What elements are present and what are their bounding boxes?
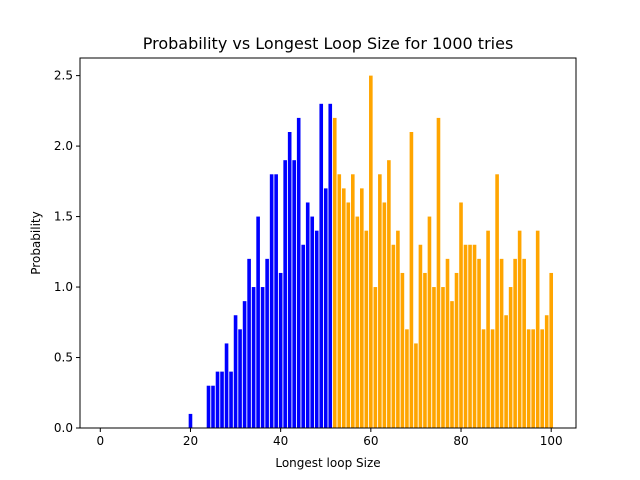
x-tick-label: 20 (183, 434, 198, 448)
bar (229, 371, 233, 428)
bar (355, 216, 360, 428)
bar (441, 287, 445, 428)
bar (400, 272, 405, 428)
bar (274, 174, 278, 428)
bar (301, 244, 306, 428)
bar (310, 216, 315, 428)
x-axis-label: Longest loop Size (275, 456, 380, 470)
chart-title: Probability vs Longest Loop Size for 100… (143, 34, 514, 53)
bar (296, 117, 301, 429)
bar (287, 132, 292, 428)
bar (409, 132, 414, 428)
bar (490, 329, 495, 428)
bar (436, 117, 441, 429)
bar (423, 272, 427, 428)
bar (305, 202, 310, 428)
bar (378, 174, 382, 428)
bar (549, 272, 554, 428)
bar (323, 188, 328, 428)
x-tick-label: 100 (540, 434, 563, 448)
bars-group (188, 75, 554, 429)
bar (373, 287, 378, 428)
plot-frame (79, 57, 577, 429)
bar (238, 329, 242, 428)
bar (319, 103, 324, 428)
bar (369, 75, 373, 429)
bar (472, 244, 477, 428)
y-tick-label: 2.5 (54, 69, 73, 83)
y-axis: 0.0 0.5 1.0 1.5 2.0 2.5 (54, 69, 80, 435)
bar (206, 385, 211, 428)
bar (517, 230, 522, 428)
bar (450, 301, 454, 428)
bar (351, 174, 355, 428)
bar (278, 272, 283, 428)
bar (526, 329, 531, 428)
x-axis: 0 20 40 60 80 100 (96, 428, 563, 448)
x-tick-label: 80 (453, 434, 468, 448)
bar (445, 258, 450, 428)
bar (477, 258, 481, 428)
bar (432, 287, 436, 428)
bar (242, 301, 247, 428)
bar (360, 188, 364, 428)
bar (265, 258, 269, 428)
bar (233, 315, 238, 428)
bar (220, 371, 224, 428)
bar (251, 287, 256, 428)
bar (283, 160, 287, 428)
bar (427, 216, 432, 428)
y-tick-label: 1.5 (54, 210, 73, 224)
bar (215, 371, 220, 428)
bar (188, 413, 193, 428)
bar (499, 258, 504, 428)
bar (486, 230, 490, 428)
y-axis-label: Probability (29, 211, 43, 274)
y-tick-label: 0.0 (54, 421, 73, 435)
bar (396, 230, 400, 428)
bar (454, 272, 459, 428)
bar (481, 329, 486, 428)
bar (540, 329, 544, 428)
x-tick-label: 60 (363, 434, 378, 448)
x-tick-label: 0 (96, 434, 104, 448)
bar (405, 329, 409, 428)
bar (256, 216, 260, 428)
bar (504, 315, 508, 428)
bar (522, 258, 526, 428)
bar (468, 244, 472, 428)
bar (314, 230, 319, 428)
x-tick-label: 40 (273, 434, 288, 448)
bar (508, 287, 513, 428)
bar (382, 202, 387, 428)
bar (535, 230, 540, 428)
bar (341, 188, 346, 428)
bar (328, 103, 333, 428)
bar (224, 343, 229, 428)
bar (414, 343, 418, 428)
bar (337, 174, 342, 428)
bar (463, 244, 468, 428)
bar (391, 244, 396, 428)
y-tick-label: 1.0 (54, 280, 73, 294)
bar (387, 160, 391, 428)
bar (544, 315, 549, 428)
bar (364, 230, 369, 428)
bar (513, 258, 517, 428)
bar (247, 258, 251, 428)
bar (292, 160, 296, 428)
bar (531, 329, 535, 428)
bar (418, 244, 423, 428)
y-tick-label: 2.0 (54, 139, 73, 153)
bar (459, 202, 463, 428)
bar (346, 202, 351, 428)
bar (260, 287, 265, 428)
bar (269, 174, 274, 428)
bar (332, 117, 337, 429)
y-tick-label: 0.5 (54, 351, 73, 365)
bar (495, 174, 499, 428)
bar (211, 385, 215, 428)
